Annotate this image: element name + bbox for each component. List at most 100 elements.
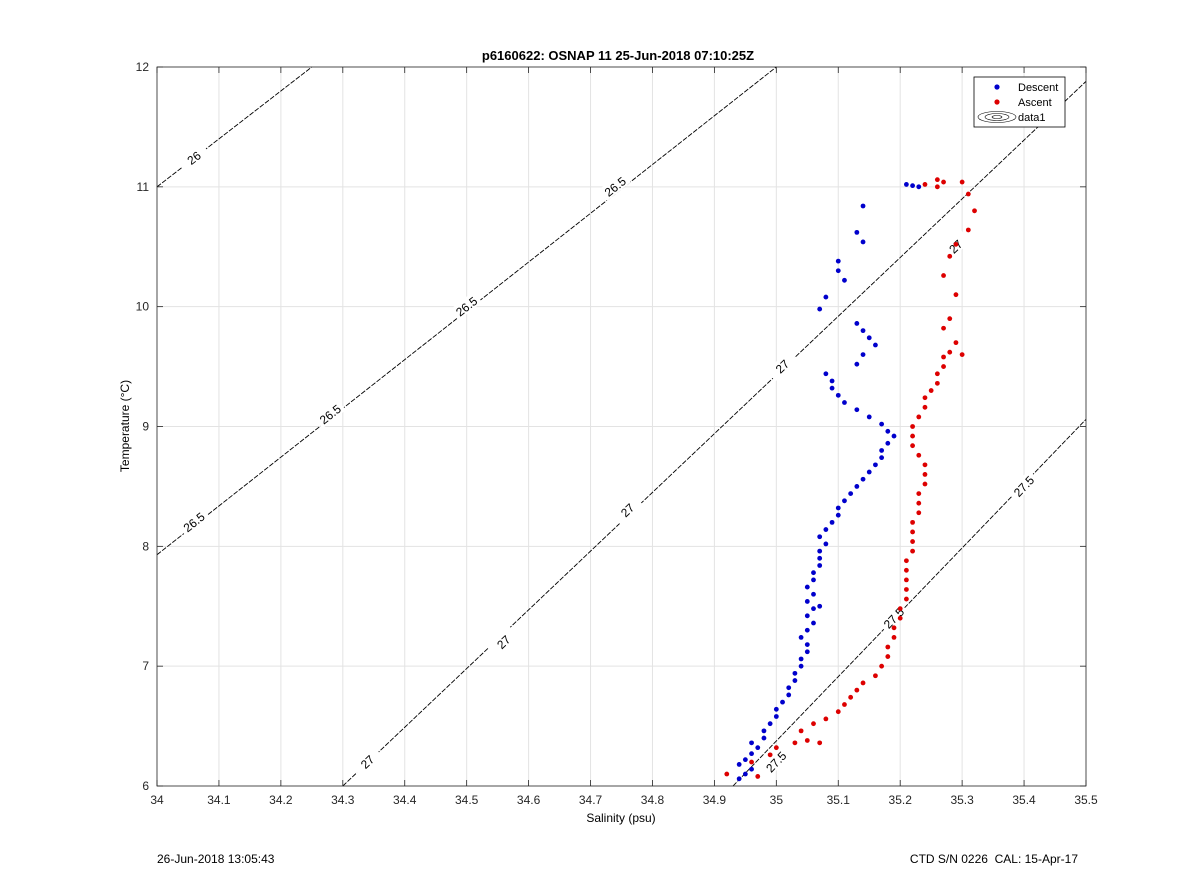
descent-point (817, 555, 823, 561)
descent-point (885, 440, 891, 446)
descent-point (823, 371, 829, 377)
descent-point (742, 757, 748, 763)
descent-point (860, 476, 866, 482)
ascent-point (910, 443, 915, 449)
descent-point (879, 455, 885, 461)
ascent-point (879, 663, 885, 669)
descent-point (848, 491, 854, 497)
contour-label-bg (598, 171, 631, 201)
ascent-point (953, 241, 959, 247)
descent-point (786, 685, 792, 691)
ascent-point (903, 567, 909, 573)
descent-point (910, 183, 915, 189)
x-tick-label: 34.2 (269, 793, 293, 807)
ascent-point (823, 716, 829, 722)
legend-label-descent: Descent (1018, 82, 1058, 94)
x-axis-label: Salinity (psu) (586, 811, 655, 825)
x-tick-label: 34.6 (517, 793, 541, 807)
descent-point (736, 776, 742, 782)
ascent-point (916, 414, 922, 420)
descent-point (835, 505, 841, 511)
ascent-point (916, 500, 922, 506)
x-tick-label: 34.3 (331, 793, 355, 807)
descent-point (835, 512, 841, 518)
descent-point (786, 692, 792, 698)
descent-point (842, 498, 847, 504)
descent-point (736, 762, 742, 767)
ascent-point (842, 702, 847, 707)
contour-label-bg (1007, 470, 1039, 502)
descent-point (817, 548, 823, 554)
descent-point (804, 599, 810, 604)
descent-point (829, 385, 835, 391)
ascent-point (835, 709, 841, 715)
ascent-point (934, 371, 940, 377)
descent-point (866, 469, 872, 475)
ascent-point (947, 316, 953, 322)
ascent-point (959, 179, 965, 185)
y-tick-label: 10 (136, 300, 150, 314)
descent-point (798, 656, 804, 662)
ascent-point (885, 644, 891, 650)
ascent-point (953, 292, 959, 298)
ascent-point (854, 687, 860, 693)
descent-point (854, 407, 860, 413)
x-tick-label: 35 (770, 793, 784, 807)
y-tick-label: 11 (137, 180, 150, 194)
ascent-point (749, 759, 754, 765)
descent-point (817, 306, 823, 312)
ascent-point (916, 510, 922, 516)
ascent-point (903, 596, 909, 602)
ascent-point (910, 519, 915, 525)
x-tick-label: 34.4 (393, 793, 417, 807)
descent-point (811, 591, 816, 597)
x-tick-label: 34.8 (641, 793, 665, 807)
descent-point (742, 771, 748, 777)
ascent-point (965, 227, 971, 233)
descent-point (811, 577, 816, 583)
contour-label-bg (611, 494, 643, 526)
ascent-point (959, 352, 965, 357)
descent-point (873, 342, 878, 348)
descent-point (761, 728, 767, 734)
descent-point (860, 203, 866, 209)
ascent-point (897, 606, 903, 612)
descent-point (854, 321, 860, 326)
ascent-point (941, 354, 946, 360)
ascent-point (885, 654, 891, 659)
descent-point (773, 714, 779, 719)
ascent-point (755, 774, 761, 779)
ascent-point (891, 635, 897, 640)
descent-point (854, 361, 860, 367)
ascent-point (897, 615, 903, 621)
descent-point (749, 740, 754, 746)
ascent-point (916, 452, 922, 458)
descent-point (804, 649, 810, 655)
legend-box (973, 76, 1066, 128)
descent-point (835, 268, 841, 274)
descent-point (749, 766, 754, 772)
x-tick-label: 35.5 (1074, 793, 1098, 807)
ascent-point (941, 179, 946, 185)
descent-point (817, 563, 823, 568)
descent-point (854, 229, 860, 235)
descent-point (823, 541, 829, 547)
descent-point (835, 258, 841, 264)
descent-point (879, 448, 885, 453)
descent-point (804, 584, 810, 590)
contour-label-bg (760, 745, 792, 778)
descent-point (835, 392, 841, 398)
descent-point (749, 751, 754, 757)
x-tick-label: 34.1 (207, 793, 231, 807)
descent-point (873, 462, 878, 468)
ascent-point (910, 529, 915, 535)
descent-point (823, 294, 829, 300)
descent-point (811, 620, 816, 626)
legend-label-data1: data1 (1018, 112, 1046, 124)
descent-point (829, 519, 835, 525)
contour-label-bg (766, 350, 798, 382)
descent-point (860, 239, 866, 245)
descent-point (891, 433, 897, 439)
contour-label-bg (487, 626, 519, 657)
ascent-point (953, 340, 959, 346)
